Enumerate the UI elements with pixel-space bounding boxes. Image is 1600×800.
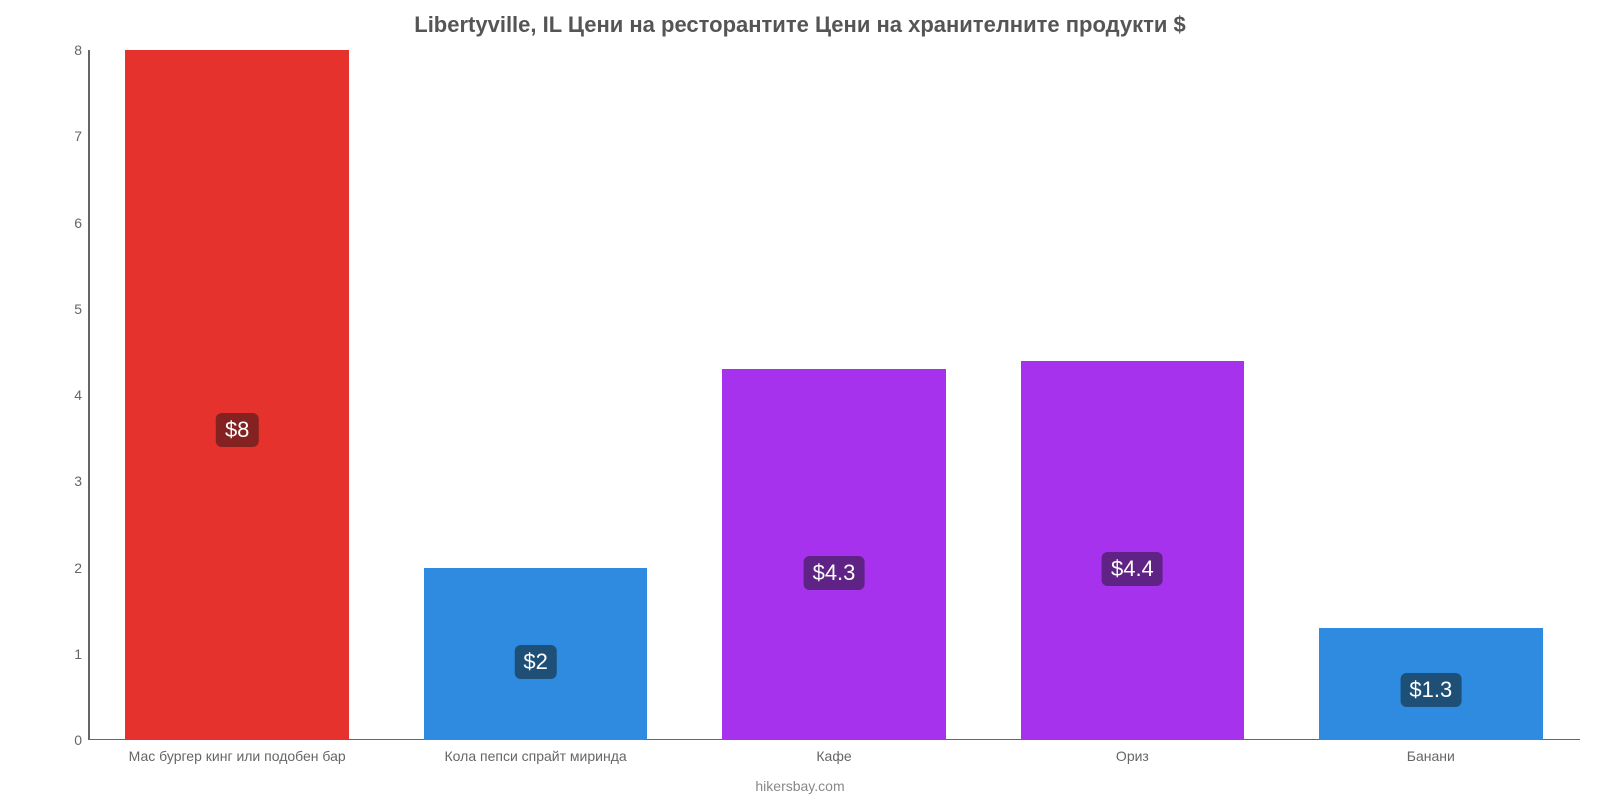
y-tick-label: 1 xyxy=(74,646,82,662)
bar-value-label: $4.4 xyxy=(1102,552,1163,586)
source-caption: hikersbay.com xyxy=(755,778,844,794)
bar xyxy=(125,50,349,740)
y-tick-label: 3 xyxy=(74,473,82,489)
y-tick-label: 4 xyxy=(74,387,82,403)
bar-value-label: $1.3 xyxy=(1400,673,1461,707)
x-tick-label: Кола пепси спрайт миринда xyxy=(445,748,627,764)
y-tick-label: 2 xyxy=(74,560,82,576)
plot-area: 012345678 $8Мас бургер кинг или подобен … xyxy=(50,50,1580,740)
x-tick-label: Банани xyxy=(1407,748,1455,764)
y-axis: 012345678 xyxy=(50,50,88,740)
bars-layer: $8Мас бургер кинг или подобен бар$2Кола … xyxy=(88,50,1580,740)
y-tick-label: 5 xyxy=(74,301,82,317)
x-tick-label: Ориз xyxy=(1116,748,1149,764)
y-tick-label: 6 xyxy=(74,215,82,231)
y-tick-label: 7 xyxy=(74,128,82,144)
bar-value-label: $8 xyxy=(216,413,258,447)
bar xyxy=(722,369,946,740)
bar-value-label: $4.3 xyxy=(804,556,865,590)
bar-value-label: $2 xyxy=(514,645,556,679)
y-tick-label: 8 xyxy=(74,42,82,58)
chart-title: Libertyville, IL Цени на ресторантите Це… xyxy=(0,12,1600,38)
y-tick-label: 0 xyxy=(74,732,82,748)
x-tick-label: Кафе xyxy=(816,748,851,764)
chart-container: Libertyville, IL Цени на ресторантите Це… xyxy=(0,0,1600,800)
x-tick-label: Мас бургер кинг или подобен бар xyxy=(129,748,346,764)
bar xyxy=(1021,361,1245,741)
